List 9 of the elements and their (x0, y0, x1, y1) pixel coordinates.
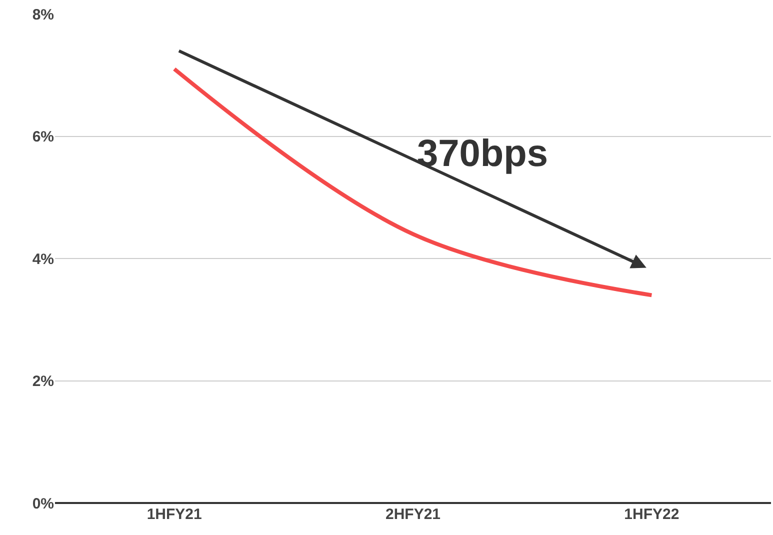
y-tick-label: 2% (32, 373, 54, 390)
y-tick-label: 6% (32, 128, 54, 146)
x-tick-label: 1HFY22 (624, 506, 680, 523)
y-tick-label: 8% (32, 6, 54, 24)
x-tick-label: 2HFY21 (385, 506, 441, 523)
y-tick-label: 4% (32, 250, 54, 268)
x-tick-label: 1HFY21 (146, 506, 202, 523)
annotation: 370bps (417, 133, 548, 175)
y-tick-label: 0% (32, 495, 54, 512)
